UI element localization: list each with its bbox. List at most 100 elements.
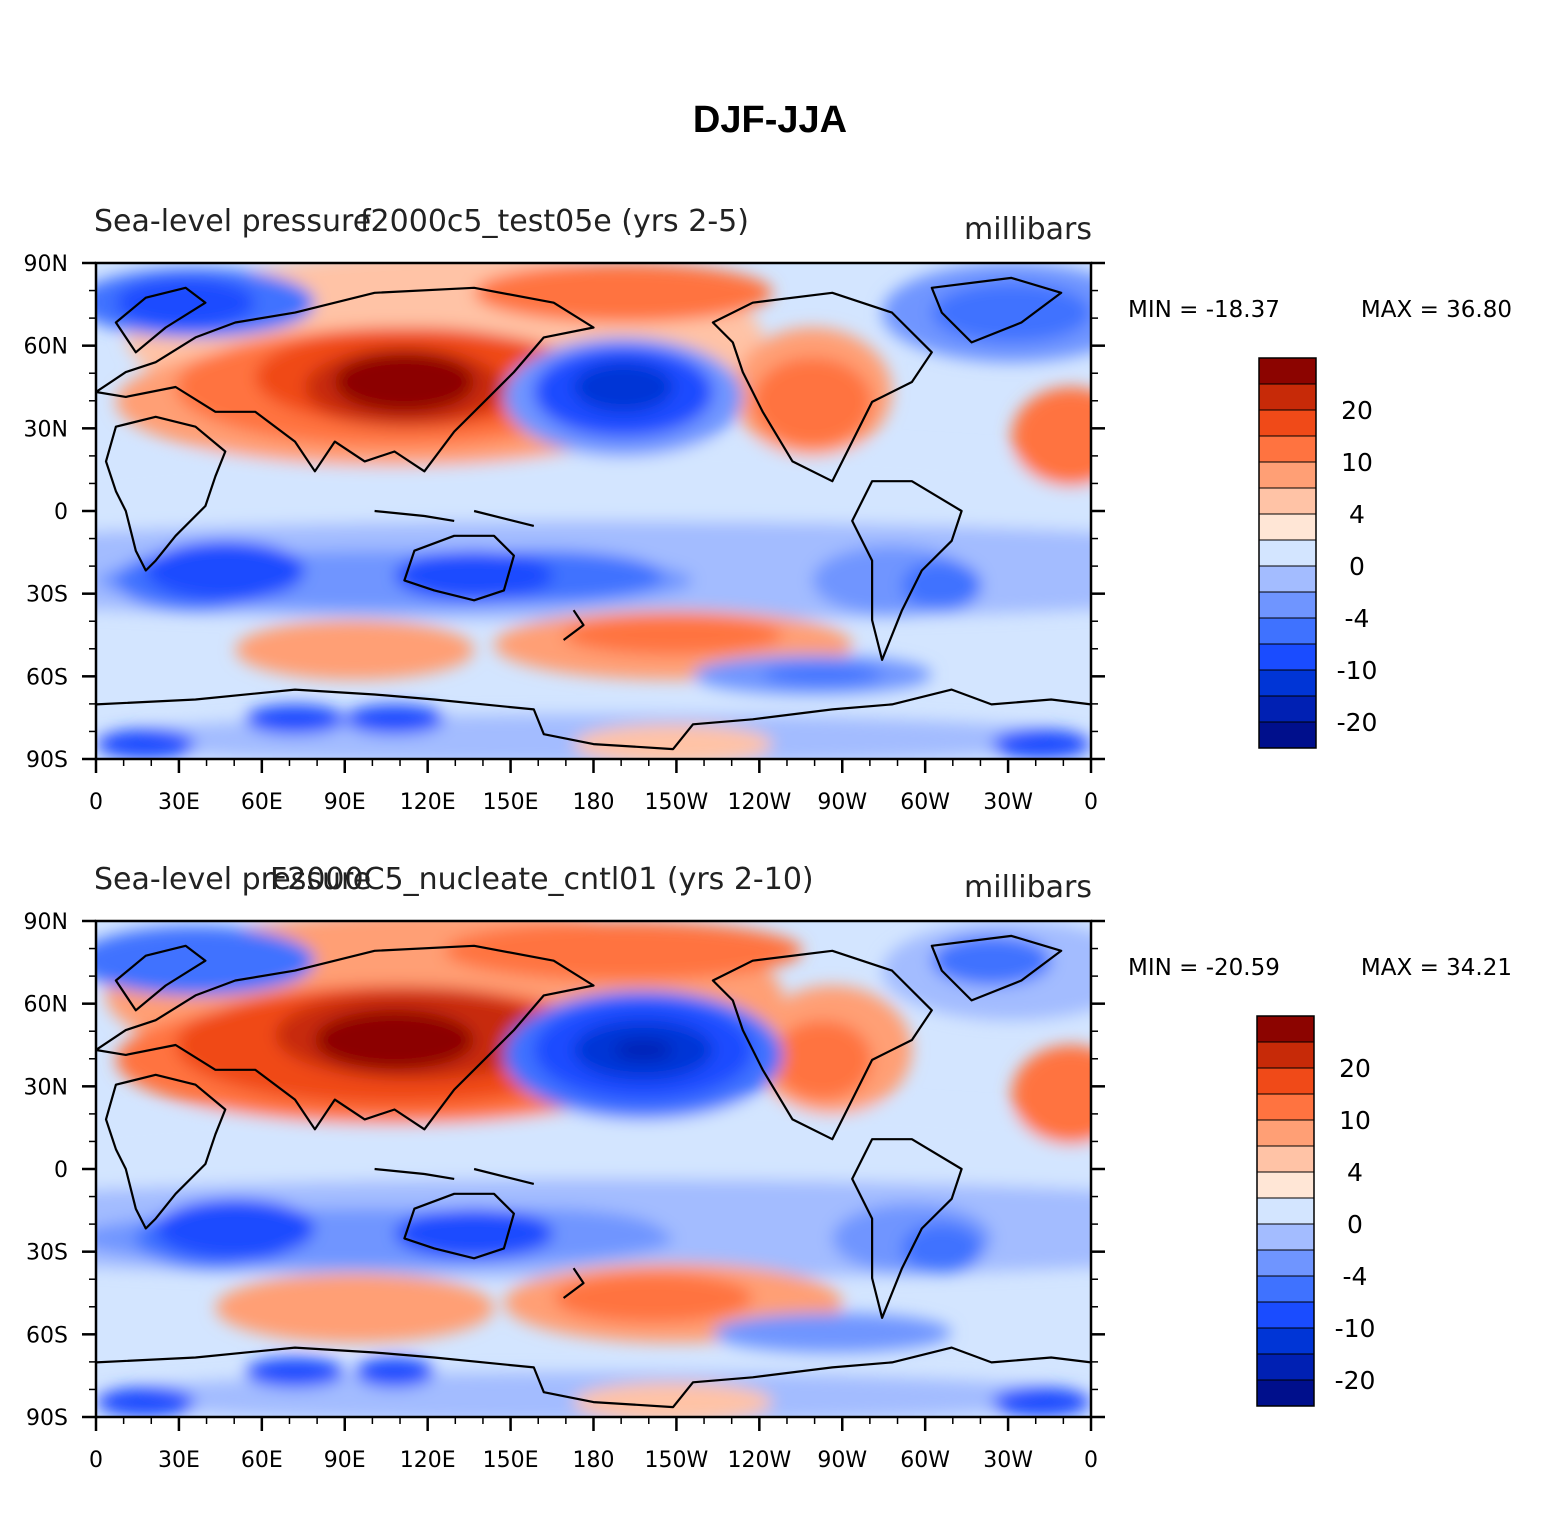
coastline	[96, 688, 1091, 751]
x-tick-label: 60E	[241, 1448, 283, 1473]
x-tick-label: 150W	[645, 1448, 709, 1473]
contour-blob	[245, 1357, 345, 1388]
x-tick-label: 0	[89, 790, 103, 815]
colorbar-swatch	[1258, 539, 1317, 567]
colorbar-label: -4	[1345, 604, 1370, 633]
contour-blob	[573, 362, 674, 412]
contour-blob	[553, 1273, 753, 1323]
units-label: millibars	[964, 212, 1092, 247]
coastline	[104, 415, 227, 572]
colorbar-swatch	[1258, 721, 1317, 749]
colorbar-swatch	[1256, 1041, 1315, 1069]
max-label: MAX = 36.80	[1361, 297, 1512, 323]
x-tick-label: 0	[1084, 1448, 1098, 1473]
max-label: MAX = 34.21	[1361, 955, 1512, 981]
y-tick-label: 90S	[26, 748, 68, 773]
colorbar-swatch	[1258, 383, 1317, 411]
variable-label: Sea-level pressure	[94, 204, 371, 239]
colorbar-swatch	[1256, 1353, 1315, 1381]
x-tick-label: 150W	[645, 790, 709, 815]
x-tick-label: 120E	[400, 1448, 456, 1473]
min-label: MIN = -20.59	[1128, 955, 1280, 981]
contour-blob	[344, 704, 445, 735]
x-tick-label: 180	[573, 1448, 615, 1473]
y-tick-label: 90N	[24, 910, 68, 935]
contour-blob	[901, 1223, 982, 1274]
map-panel-bottom: 90N 60N 30N 0 30S 60S 90S 0 30E 60E 90E 120E 150E 180…	[24, 862, 1512, 1473]
coastline	[374, 1167, 535, 1185]
colorbar-swatch	[1256, 1093, 1315, 1121]
colorbar: 20 10 4 0 -4 -10 -20	[1256, 1015, 1375, 1407]
y-tick-label: 30N	[24, 1075, 68, 1100]
colorbar-swatch	[1256, 1067, 1315, 1095]
contour-blob	[235, 620, 475, 680]
contour-blob	[215, 1273, 494, 1343]
contour-blob	[96, 729, 196, 759]
colorbar-label: -4	[1343, 1262, 1368, 1291]
x-tick-label: 60W	[900, 1448, 950, 1473]
coastline	[104, 1073, 227, 1230]
contour-blob	[712, 1312, 952, 1353]
figure-title: DJF-JJA	[693, 99, 847, 141]
contour-blob	[334, 352, 475, 412]
colorbar-swatch	[1258, 565, 1317, 593]
x-tick-label: 120E	[400, 790, 456, 815]
x-tick-label: 0	[89, 1448, 103, 1473]
y-tick-label: 90S	[26, 1406, 68, 1431]
contour-blob	[115, 277, 256, 328]
colorbar-label: -10	[1337, 656, 1378, 685]
x-tick-label: 90E	[324, 790, 366, 815]
x-tick-label: 30W	[983, 1448, 1033, 1473]
contour-field	[96, 921, 1091, 1417]
colorbar-label: 0	[1349, 552, 1365, 581]
colorbar-swatch	[1258, 409, 1317, 437]
y-tick-label: 0	[54, 500, 68, 525]
contour-blob	[563, 615, 783, 655]
colorbar-swatch	[1256, 1379, 1315, 1407]
colorbar-swatch	[1256, 1015, 1315, 1043]
contour-blob	[573, 1382, 773, 1417]
coastlines	[96, 276, 1091, 751]
contour-blob	[96, 1387, 196, 1417]
contour-blob	[394, 1208, 554, 1259]
x-tick-label: 30E	[158, 790, 200, 815]
y-tick-label: 0	[54, 1158, 68, 1183]
colorbar-swatch	[1256, 1223, 1315, 1251]
y-tick-label: 30S	[26, 1241, 68, 1266]
x-tick-label: 60E	[241, 790, 283, 815]
y-tick-label: 60N	[24, 993, 68, 1018]
y-tick-label: 60S	[26, 1323, 68, 1348]
colorbar-swatch	[1258, 617, 1317, 645]
x-tick-label: 30E	[158, 1448, 200, 1473]
x-tick-label: 150E	[483, 1448, 539, 1473]
colorbar-swatch	[1256, 1301, 1315, 1329]
colorbar-swatch	[1256, 1171, 1315, 1199]
coastline	[562, 609, 585, 641]
case-label: f2000c5_test05e (yrs 2-5)	[360, 204, 749, 239]
colorbar-swatch	[1258, 513, 1317, 541]
x-tick-label: 120W	[727, 790, 791, 815]
colorbar-label: 20	[1339, 1054, 1371, 1083]
contour-blob	[762, 664, 883, 685]
x-tick-label: 120W	[727, 1448, 791, 1473]
contour-blob	[772, 1020, 873, 1100]
colorbar-label: 10	[1339, 1106, 1371, 1135]
coastline	[114, 286, 207, 354]
contour-blob	[931, 935, 1052, 986]
contour-blob	[96, 925, 315, 996]
contour-blob	[1011, 387, 1091, 487]
contour-blob	[314, 1010, 475, 1070]
colorbar-swatch	[1258, 357, 1317, 385]
coastline	[96, 944, 595, 1131]
colorbar-swatch	[1258, 591, 1317, 619]
x-tick-label: 30W	[983, 790, 1033, 815]
x-tick-label: 90E	[324, 1448, 366, 1473]
colorbar-swatch	[1258, 461, 1317, 489]
y-tick-label: 30N	[24, 417, 68, 442]
coastline	[851, 480, 963, 661]
colorbar-swatch	[1258, 487, 1317, 515]
map-panel-top: 90N 60N 30N 0 30S 60S 90S 0 30E 60E 90E 120E 150E 180…	[24, 204, 1512, 815]
contour-blob	[1011, 1045, 1091, 1145]
y-tick-label: 90N	[24, 252, 68, 277]
contour-blob	[573, 724, 773, 759]
